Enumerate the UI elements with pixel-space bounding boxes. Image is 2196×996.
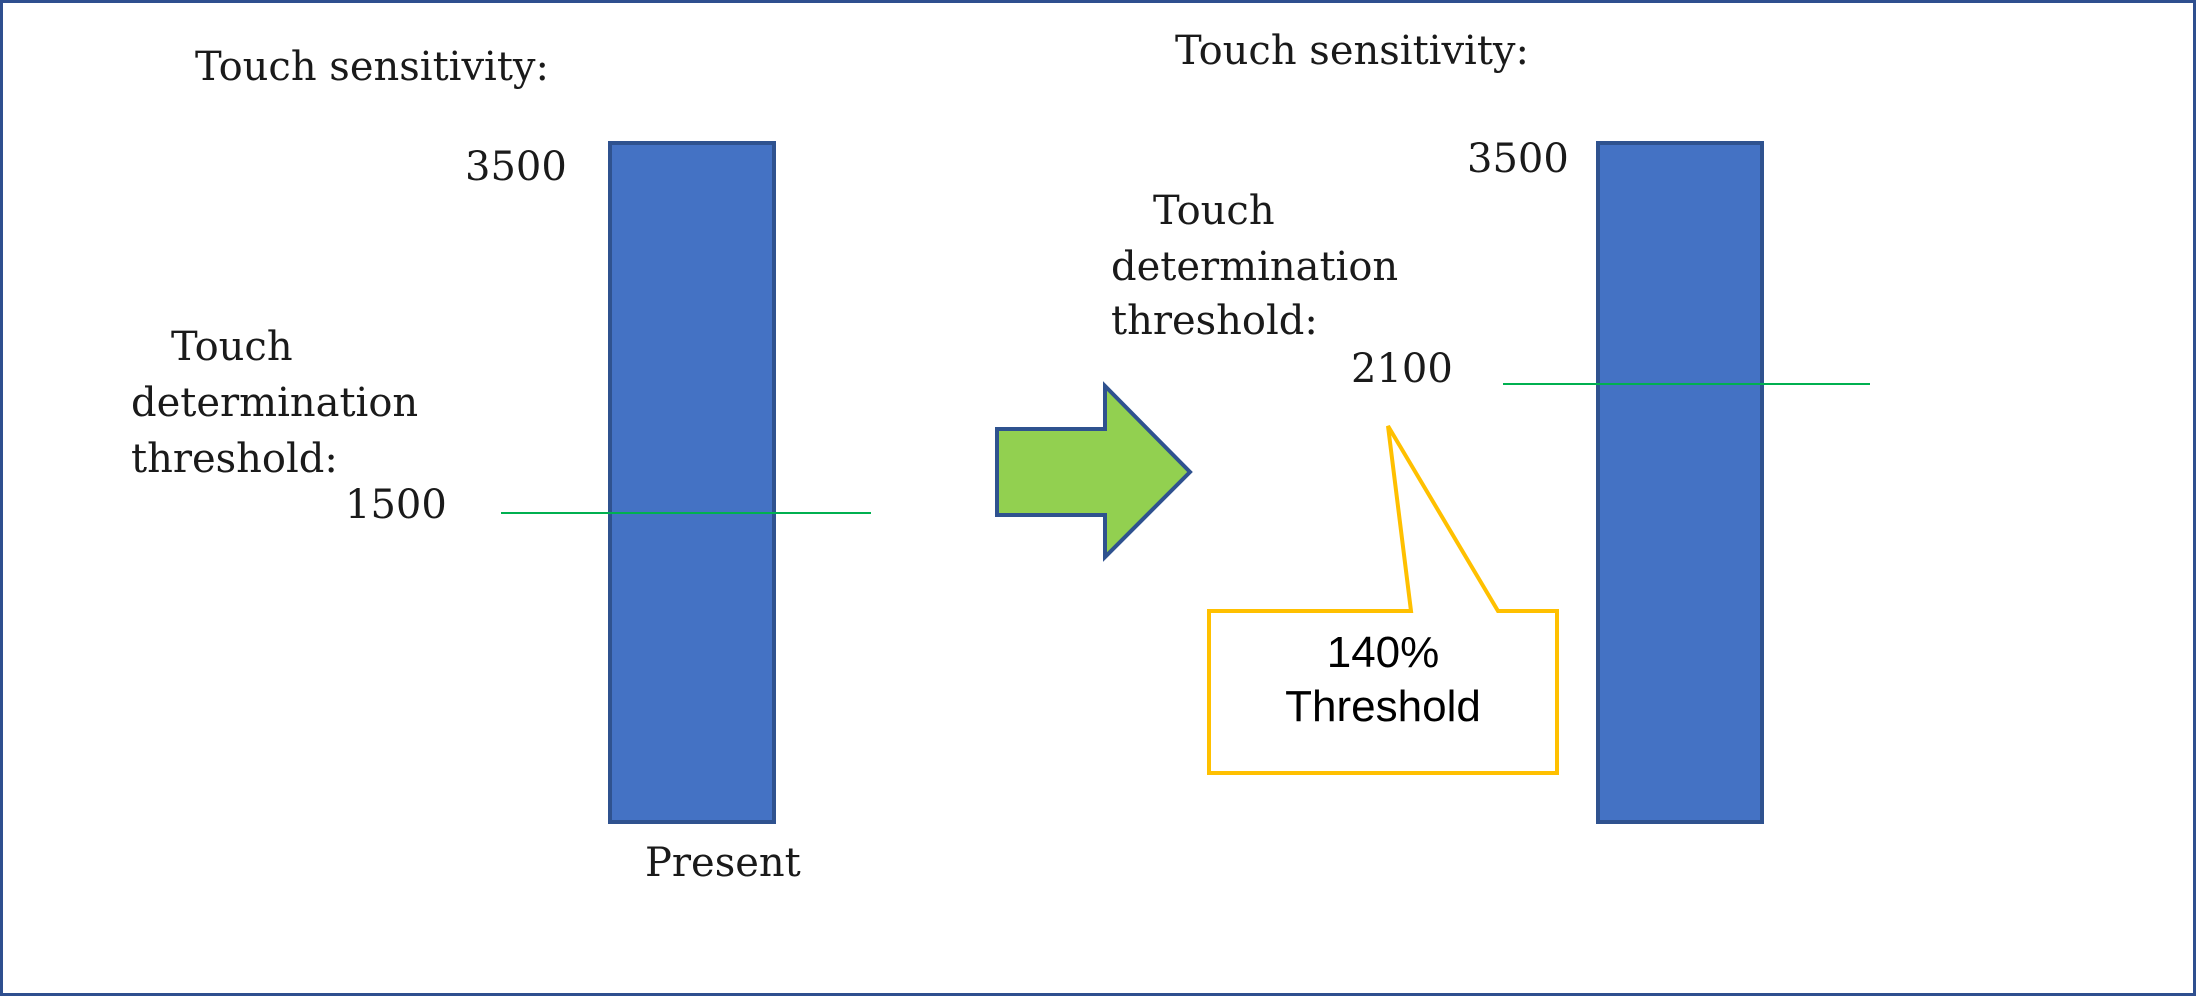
left-bar-caption: Present (645, 840, 801, 886)
threshold-callout-box (1207, 424, 1559, 775)
callout-percentage: 140% (1326, 628, 1440, 677)
right-threshold-value-label: 2100 (1351, 346, 1453, 392)
right-sensitivity-bar (1596, 141, 1764, 824)
diagram-shapes (501, 141, 1870, 824)
left-threshold-label-line1: Touch (171, 324, 293, 370)
right-threshold-label-line2: determination (1111, 244, 1399, 290)
right-sensitivity-label: Touch sensitivity: (1175, 28, 1529, 74)
left-threshold-label-line3: threshold: (131, 436, 338, 482)
left-threshold-value-label: 1500 (345, 482, 447, 528)
right-arrow-icon (995, 381, 1193, 562)
callout-threshold-label: Threshold (1285, 682, 1481, 731)
left-threshold-label-line2: determination (131, 380, 419, 426)
right-max-value-label: 3500 (1467, 136, 1569, 182)
right-threshold-label-line1: Touch (1153, 188, 1275, 234)
left-sensitivity-bar (608, 141, 776, 824)
right-threshold-label-line3: threshold: (1111, 298, 1318, 344)
left-max-value-label: 3500 (465, 144, 567, 190)
left-sensitivity-label: Touch sensitivity: (195, 44, 549, 90)
